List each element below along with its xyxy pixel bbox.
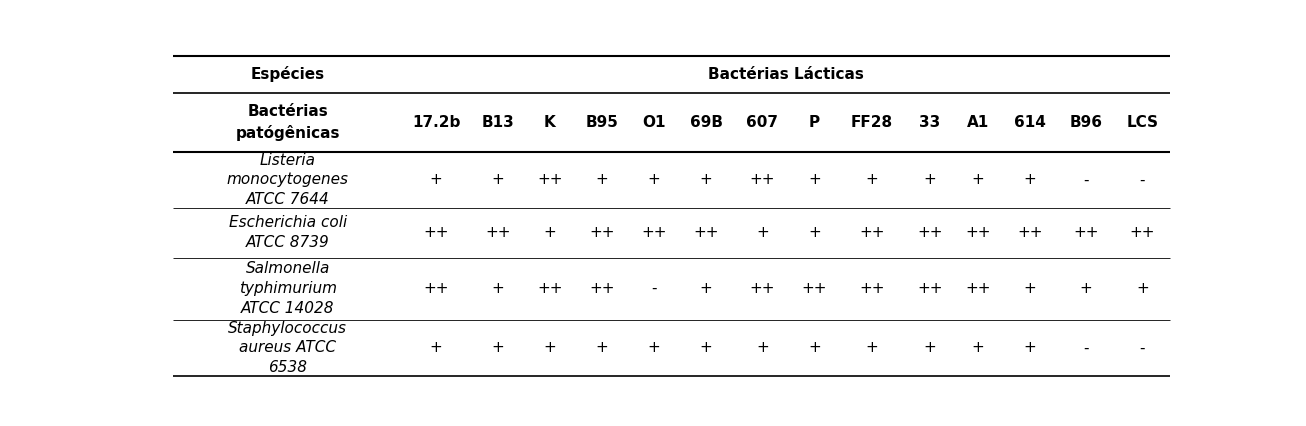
Text: +: + — [700, 281, 713, 296]
Text: +: + — [596, 173, 609, 187]
Text: +: + — [808, 173, 820, 187]
Text: ++: ++ — [537, 281, 563, 296]
Text: ++: ++ — [537, 173, 563, 187]
Text: +: + — [648, 340, 661, 355]
Text: ++: ++ — [750, 281, 774, 296]
Text: 614: 614 — [1015, 115, 1046, 130]
Text: B13: B13 — [482, 115, 515, 130]
Text: K: K — [545, 115, 556, 130]
Text: 17.2b: 17.2b — [411, 115, 460, 130]
Text: +: + — [866, 340, 879, 355]
Text: +: + — [1024, 173, 1037, 187]
Text: ++: ++ — [1017, 225, 1043, 240]
Text: Escherichia coli
ATCC 8739: Escherichia coli ATCC 8739 — [229, 215, 347, 250]
Text: Bactérias
patógênicas: Bactérias patógênicas — [235, 104, 340, 141]
Text: ++: ++ — [423, 225, 449, 240]
Text: Bactérias Lácticas: Bactérias Lácticas — [708, 67, 865, 82]
Text: +: + — [1080, 281, 1093, 296]
Text: Salmonella
typhimurium
ATCC 14028: Salmonella typhimurium ATCC 14028 — [239, 262, 337, 316]
Text: O1: O1 — [643, 115, 666, 130]
Text: ++: ++ — [859, 225, 885, 240]
Text: -: - — [1084, 173, 1089, 187]
Text: ++: ++ — [485, 225, 511, 240]
Text: -: - — [1140, 173, 1145, 187]
Text: ++: ++ — [589, 225, 615, 240]
Text: Listeria
monocytogenes
ATCC 7644: Listeria monocytogenes ATCC 7644 — [227, 153, 349, 207]
Text: +: + — [648, 173, 661, 187]
Text: ++: ++ — [965, 281, 991, 296]
Text: B96: B96 — [1070, 115, 1102, 130]
Text: +: + — [972, 340, 985, 355]
Text: B95: B95 — [585, 115, 619, 130]
Text: +: + — [808, 225, 820, 240]
Text: ++: ++ — [1130, 225, 1155, 240]
Text: +: + — [866, 173, 879, 187]
Text: ++: ++ — [965, 225, 991, 240]
Text: +: + — [491, 340, 504, 355]
Text: LCS: LCS — [1126, 115, 1158, 130]
Text: +: + — [491, 173, 504, 187]
Text: +: + — [972, 173, 985, 187]
Text: +: + — [596, 340, 609, 355]
Text: +: + — [1136, 281, 1149, 296]
Text: ++: ++ — [917, 281, 943, 296]
Text: ++: ++ — [802, 281, 827, 296]
Text: Staphylococcus
aureus ATCC
6538: Staphylococcus aureus ATCC 6538 — [229, 321, 347, 375]
Text: A1: A1 — [966, 115, 989, 130]
Text: +: + — [491, 281, 504, 296]
Text: ++: ++ — [859, 281, 885, 296]
Text: +: + — [1024, 281, 1037, 296]
Text: Espécies: Espécies — [251, 66, 325, 82]
Text: 69B: 69B — [690, 115, 722, 130]
Text: -: - — [652, 281, 657, 296]
Text: +: + — [756, 340, 769, 355]
Text: -: - — [1140, 340, 1145, 355]
Text: +: + — [923, 173, 936, 187]
Text: ++: ++ — [917, 225, 943, 240]
Text: +: + — [430, 173, 443, 187]
Text: +: + — [700, 173, 713, 187]
Text: P: P — [808, 115, 820, 130]
Text: ++: ++ — [750, 173, 774, 187]
Text: 33: 33 — [919, 115, 940, 130]
Text: +: + — [808, 340, 820, 355]
Text: +: + — [543, 225, 556, 240]
Text: ++: ++ — [589, 281, 615, 296]
Text: ++: ++ — [641, 225, 667, 240]
Text: +: + — [1024, 340, 1037, 355]
Text: +: + — [543, 340, 556, 355]
Text: FF28: FF28 — [852, 115, 893, 130]
Text: ++: ++ — [1074, 225, 1098, 240]
Text: ++: ++ — [693, 225, 718, 240]
Text: 607: 607 — [746, 115, 778, 130]
Text: +: + — [430, 340, 443, 355]
Text: +: + — [923, 340, 936, 355]
Text: +: + — [756, 225, 769, 240]
Text: ++: ++ — [423, 281, 449, 296]
Text: +: + — [700, 340, 713, 355]
Text: -: - — [1084, 340, 1089, 355]
